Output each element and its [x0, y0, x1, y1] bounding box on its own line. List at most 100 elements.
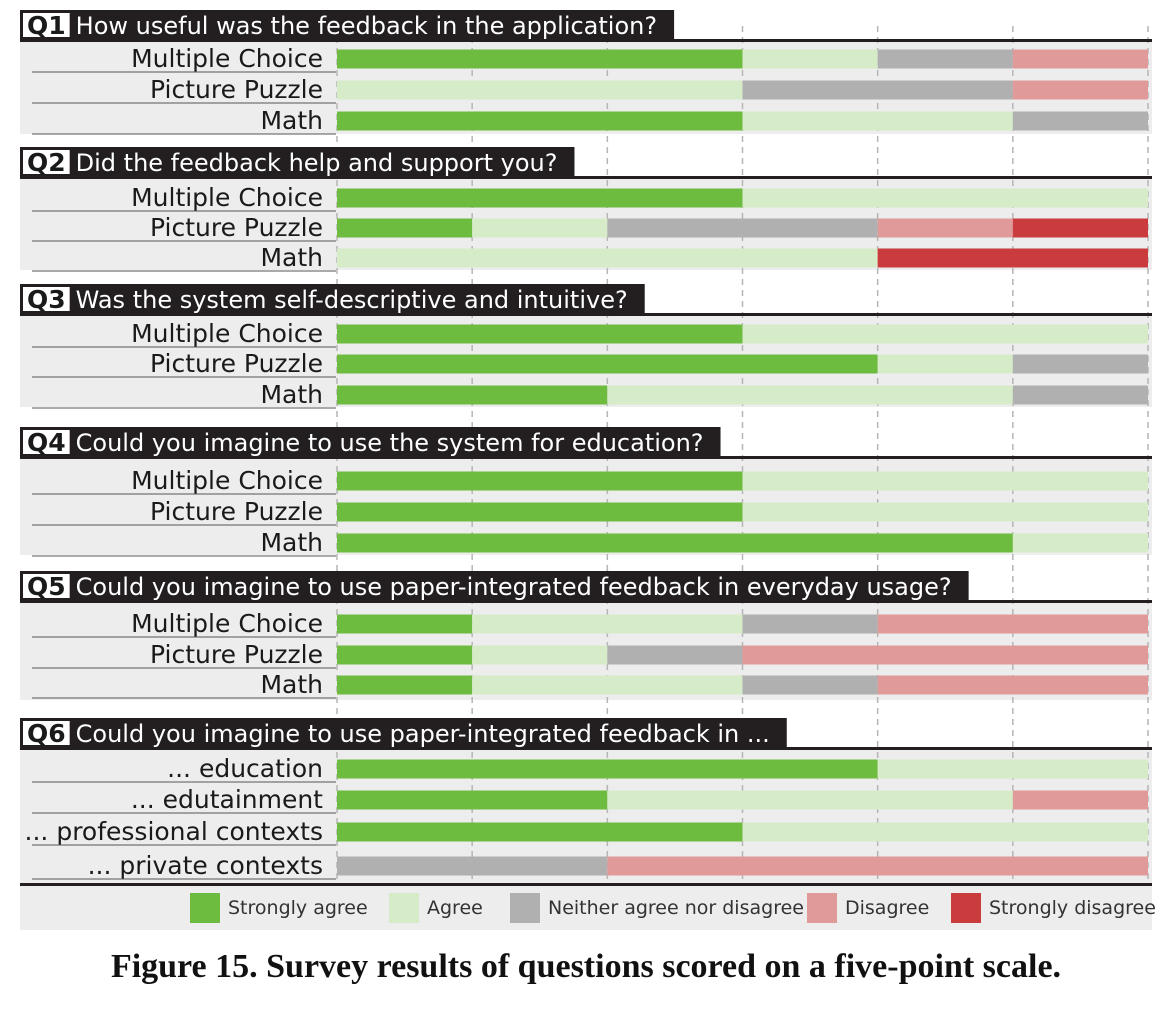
bar-segment-agree	[472, 218, 608, 238]
bar-segment-agree	[337, 248, 878, 268]
bar-segment-disagree	[742, 645, 1148, 665]
row-label: ... edutainment	[131, 785, 323, 814]
bar-segment-agree	[742, 188, 1148, 208]
bar-segment-agree	[337, 80, 743, 100]
bar-segment-strongly-agree	[337, 49, 743, 69]
row-label: Multiple Choice	[131, 44, 323, 73]
row-label: Math	[260, 528, 323, 557]
bar-segment-agree	[472, 614, 743, 634]
question-id-box	[23, 721, 70, 745]
legend-swatch	[389, 893, 419, 923]
row-label: Math	[260, 380, 323, 409]
bar-segment-disagree	[877, 218, 1013, 238]
question-id: Q1	[27, 11, 66, 40]
question-id: Q5	[27, 572, 66, 601]
bar-segment-agree	[472, 645, 608, 665]
row-label: ... education	[167, 754, 323, 783]
legend-label: Agree	[427, 897, 483, 919]
bar-segment-agree	[607, 790, 1013, 810]
bar-segment-agree	[877, 354, 1013, 374]
question-rule	[20, 176, 1152, 179]
question-header-box	[20, 284, 645, 314]
question-rule	[20, 600, 1152, 603]
bar-segment-agree	[742, 502, 1148, 522]
bar-segment-neither-agree-nor-disagree	[607, 645, 743, 665]
legend-swatch	[807, 893, 837, 923]
legend-swatch	[510, 893, 540, 923]
row-label: Multiple Choice	[131, 319, 323, 348]
bar-segment-agree	[1012, 533, 1148, 553]
bars	[337, 49, 1148, 876]
question-rule	[20, 313, 1152, 316]
question-header-box	[20, 718, 787, 748]
question-id-box	[23, 430, 70, 454]
row-label: Math	[260, 670, 323, 699]
bar-segment-neither-agree-nor-disagree	[742, 80, 1013, 100]
bar-segment-neither-agree-nor-disagree	[742, 614, 878, 634]
bar-segment-neither-agree-nor-disagree	[607, 218, 878, 238]
bar-segment-strongly-agree	[337, 759, 878, 779]
bar-segment-disagree	[1012, 790, 1148, 810]
bar-segment-agree	[472, 675, 743, 695]
bar-segment-neither-agree-nor-disagree	[742, 675, 878, 695]
bottom-rule	[20, 883, 1152, 886]
bar-segment-strongly-agree	[337, 385, 608, 405]
bar-segment-strongly-agree	[337, 822, 743, 842]
legend-label: Neither agree nor disagree	[548, 897, 804, 919]
question-id-box	[23, 13, 70, 37]
row-label: Math	[260, 106, 323, 135]
bar-segment-agree	[742, 324, 1148, 344]
figure-caption: Figure 15. Survey results of questions s…	[110, 948, 1062, 985]
question-id-box	[23, 150, 70, 174]
bar-segment-neither-agree-nor-disagree	[877, 49, 1013, 69]
question-text: Did the feedback help and support you?	[76, 149, 558, 177]
bar-segment-agree	[742, 471, 1148, 491]
bar-segment-strongly-agree	[337, 790, 608, 810]
question-headers: Q1 How useful was the feedback in the app…	[20, 10, 1152, 750]
bar-segment-agree	[742, 111, 1013, 131]
bar-segment-agree	[742, 49, 878, 69]
bar-segment-strongly-disagree	[877, 248, 1148, 268]
question-rule	[20, 747, 1152, 750]
question-header-box	[20, 10, 675, 40]
row-label: Math	[260, 243, 323, 272]
row-label: Multiple Choice	[131, 609, 323, 638]
bar-segment-disagree	[1012, 80, 1148, 100]
row-label: Picture Puzzle	[150, 497, 323, 526]
legend-swatch	[951, 893, 981, 923]
bar-segment-strongly-agree	[337, 324, 743, 344]
row-label: Multiple Choice	[131, 183, 323, 212]
bar-segment-disagree	[877, 614, 1148, 634]
row-label: Picture Puzzle	[150, 640, 323, 669]
bar-segment-agree	[877, 759, 1148, 779]
question-text: How useful was the feedback in the appli…	[76, 12, 657, 40]
bar-segment-neither-agree-nor-disagree	[337, 856, 608, 876]
bar-segment-disagree	[1012, 49, 1148, 69]
bar-segment-strongly-agree	[337, 614, 473, 634]
row-label: Picture Puzzle	[150, 349, 323, 378]
bar-segment-strongly-agree	[337, 675, 473, 695]
bar-segment-strongly-agree	[337, 502, 743, 522]
bar-segment-strongly-agree	[337, 533, 1013, 553]
bar-segment-disagree	[877, 675, 1148, 695]
legend-swatch	[190, 893, 220, 923]
bar-segment-strongly-agree	[337, 111, 743, 131]
row-label: Multiple Choice	[131, 466, 323, 495]
bar-segment-strongly-disagree	[1012, 218, 1148, 238]
question-text: Was the system self-descriptive and intu…	[76, 286, 628, 314]
bar-segment-agree	[742, 822, 1148, 842]
bar-segment-strongly-agree	[337, 354, 878, 374]
bar-segment-strongly-agree	[337, 218, 473, 238]
row-label: Picture Puzzle	[150, 213, 323, 242]
question-id: Q2	[27, 148, 66, 177]
legend-label: Disagree	[845, 897, 929, 919]
bar-segment-disagree	[607, 856, 1148, 876]
row-label: ... professional contexts	[25, 817, 323, 846]
bar-segment-neither-agree-nor-disagree	[1012, 354, 1148, 374]
question-rule	[20, 456, 1152, 459]
question-id: Q6	[27, 719, 66, 748]
row-label: ... private contexts	[88, 851, 323, 880]
question-text: Could you imagine to use paper-integrate…	[76, 720, 770, 748]
